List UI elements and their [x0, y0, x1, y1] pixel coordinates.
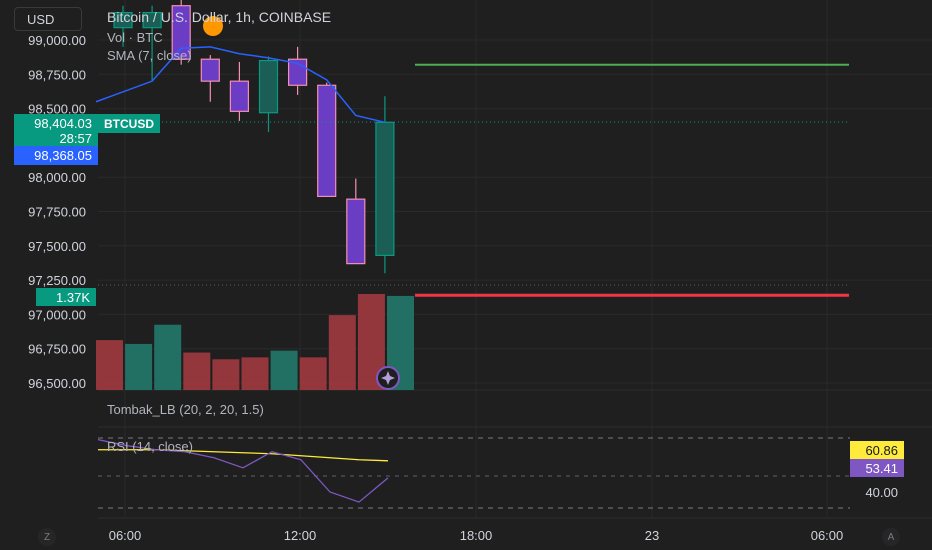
auto-scale-button[interactable]: A: [882, 528, 900, 546]
price-tick-label: 99,000.00: [28, 33, 86, 48]
sma-line: [95, 46, 386, 124]
chart-title[interactable]: Bitcoin / U.S. Dollar, 1h, COINBASE: [107, 9, 332, 25]
price-tick-label: 98,500.00: [28, 102, 86, 117]
volume-value-tag: 1.37K: [36, 288, 96, 306]
candle-body: [229, 80, 249, 112]
countdown-tag: 28:57: [14, 130, 98, 147]
price-tick-label: 96,500.00: [28, 376, 86, 391]
rsi-line: [97, 439, 389, 503]
volume-bar: [212, 359, 240, 390]
time-tick-label: 12:00: [284, 528, 317, 543]
rsi-axis: 40.00: [865, 485, 898, 500]
rsi-value-tag-2: 53.41: [850, 459, 904, 477]
rsi-legend[interactable]: RSI (14, close): [107, 439, 193, 454]
rsi-tick-label: 40.00: [865, 485, 898, 500]
price-tick-label: 97,000.00: [28, 307, 86, 322]
candle-body: [200, 58, 220, 82]
volume-bar: [183, 352, 211, 390]
candles: [113, 0, 395, 274]
sma-series-line: [95, 46, 386, 124]
candle-body: [317, 84, 337, 198]
volume-bars: [96, 294, 414, 390]
time-tick-label: 23: [645, 528, 659, 543]
sma-value-tag: 98,368.05: [14, 146, 98, 165]
price-tick-label: 98,750.00: [28, 67, 86, 82]
volume-bar: [270, 350, 298, 390]
candle-body: [113, 11, 133, 29]
price-tick-label: 96,750.00: [28, 342, 86, 357]
volume-bar: [154, 324, 182, 390]
price-axis[interactable]: 99,000.00 98,750.00 98,500.00 98,000.00 97,7…: [28, 33, 86, 391]
rsi-value-tag-1: 60.86: [850, 441, 904, 459]
candle-body: [258, 59, 279, 114]
volume-legend[interactable]: Vol · BTC: [107, 30, 163, 45]
price-tick-label: 97,750.00: [28, 205, 86, 220]
price-tick-label: 97,250.00: [28, 273, 86, 288]
time-tick-label: 06:00: [109, 528, 142, 543]
volume-bar: [96, 340, 123, 390]
volume-bar: [299, 357, 327, 390]
time-tick-label: 06:00: [811, 528, 844, 543]
tombak-legend[interactable]: Tombak_LB (20, 2, 20, 1.5): [107, 402, 264, 417]
zoom-button[interactable]: Z: [38, 528, 56, 546]
candle-body: [346, 198, 366, 265]
currency-button[interactable]: USD: [14, 7, 82, 31]
volume-bar: [125, 343, 153, 390]
volume-bar: [241, 357, 269, 390]
price-line: [98, 121, 850, 286]
price-levels: [415, 63, 849, 297]
event-marker-icon[interactable]: [203, 16, 223, 36]
time-tick-label: 18:00: [460, 528, 493, 543]
price-tick-label: 97,500.00: [28, 239, 86, 254]
rsi-lines: [97, 439, 389, 503]
sparkle-icon[interactable]: [376, 366, 400, 390]
candle-body: [375, 121, 395, 257]
candle-body: [171, 5, 191, 60]
candle-body: [142, 11, 162, 29]
sma-legend[interactable]: SMA (7, close): [107, 48, 192, 63]
price-tick-label: 98,000.00: [28, 170, 86, 185]
time-axis[interactable]: 06:00 12:00 18:00 23 06:00: [109, 528, 844, 543]
symbol-tag: BTCUSD: [98, 114, 160, 133]
volume-bar: [328, 315, 356, 390]
last-price-tag: 98,404.03: [14, 114, 98, 133]
rsi-ma-line: [98, 449, 389, 462]
